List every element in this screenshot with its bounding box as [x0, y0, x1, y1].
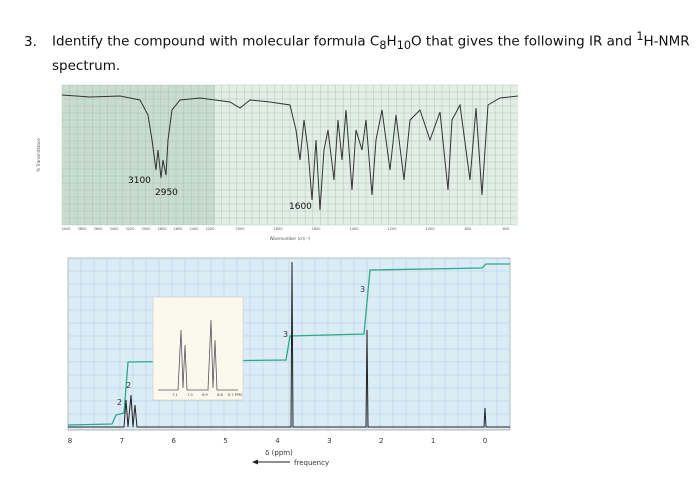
- nmr-inset-spectrum: [158, 319, 238, 391]
- ir-x-tick-label: 1800: [274, 227, 283, 231]
- ir-x-tick-label: 2600: [174, 227, 183, 231]
- ir-x-tick-label: 3400: [110, 227, 119, 231]
- integration-label: 3: [360, 285, 365, 294]
- ir-y-label: % Transmittance: [36, 138, 41, 172]
- ir-x-tick-label: 4000: [62, 227, 71, 231]
- ir-x-tick-label: 3200: [126, 227, 135, 231]
- ir-x-label: Wavenumber (cm⁻¹): [270, 236, 311, 241]
- ir-grid: [61, 84, 518, 226]
- ir-x-tick-label: 1000: [426, 227, 435, 231]
- ir-x-tick-label: 2400: [190, 227, 199, 231]
- integration-label: 3: [283, 330, 288, 339]
- nmr-x-tick-label: 2: [379, 437, 383, 445]
- ir-x-tick-label: 2200: [206, 227, 215, 231]
- nmr-x-tick-label: 4: [275, 437, 280, 445]
- ir-x-tick-label: 1600: [312, 227, 321, 231]
- ir-x-tick-label: 800: [465, 227, 472, 231]
- nmr-x-label: δ (ppm): [265, 449, 293, 457]
- inset-tick-label: 6.9: [202, 393, 208, 397]
- integration-label: 2: [126, 381, 131, 390]
- ir-x-tick-label: 3600: [94, 227, 103, 231]
- arrow-head: [252, 459, 258, 465]
- nmr-x-tick-label: 0: [483, 437, 487, 445]
- ir-x-tick-label: 1200: [388, 227, 397, 231]
- question-number: 3.: [24, 33, 37, 50]
- question-text: H-NMR: [643, 33, 690, 50]
- subscript: 8: [379, 39, 387, 53]
- nmr-x-tick-label: 1: [431, 437, 435, 445]
- ir-peak-label: 2950: [155, 188, 178, 198]
- nmr-x-tick-label: 6: [172, 437, 177, 445]
- integration-label: 2: [117, 398, 122, 407]
- question-text: H: [386, 33, 397, 50]
- nmr-spectrum: [68, 261, 510, 428]
- question-text: O that gives the following IR and: [411, 33, 637, 50]
- inset-tick-label: 7.1: [172, 393, 178, 397]
- inset-tick-label: 7.0: [187, 393, 193, 397]
- ir-x-tick-label: 3000: [142, 227, 151, 231]
- nmr-x-tick-label: 8: [68, 437, 72, 445]
- ir-peak-label: 1600: [289, 202, 312, 212]
- direction-label: frequency: [294, 459, 329, 467]
- ir-x-tick-label: 2000: [236, 227, 245, 231]
- superscript: 1: [636, 30, 644, 43]
- ir-peak-label: 3100: [128, 176, 151, 186]
- ir-x-tick-label: 3800: [78, 227, 87, 231]
- subscript: 10: [396, 39, 412, 53]
- inset-tick-label: 6.8: [217, 393, 223, 397]
- nmr-x-tick-label: 5: [223, 437, 227, 445]
- inset-tick-label: 6.7 PPM: [228, 393, 242, 397]
- ir-x-tick-label: 2800: [158, 227, 167, 231]
- nmr-inset: [152, 296, 244, 401]
- nmr-x-tick-label: 3: [327, 437, 331, 445]
- question: 3. Identify the compound with molecular f…: [24, 26, 690, 77]
- ir-x-tick-label: 600: [503, 227, 510, 231]
- question-text: Identify the compound with molecular for…: [52, 33, 380, 50]
- ir-spectrum: [61, 94, 519, 211]
- ir-x-tick-label: 1400: [350, 227, 359, 231]
- nmr-x-tick-label: 7: [120, 437, 124, 445]
- nmr-integral: [67, 263, 510, 426]
- question-text: spectrum.: [52, 58, 121, 75]
- nmr-grid: [67, 257, 511, 430]
